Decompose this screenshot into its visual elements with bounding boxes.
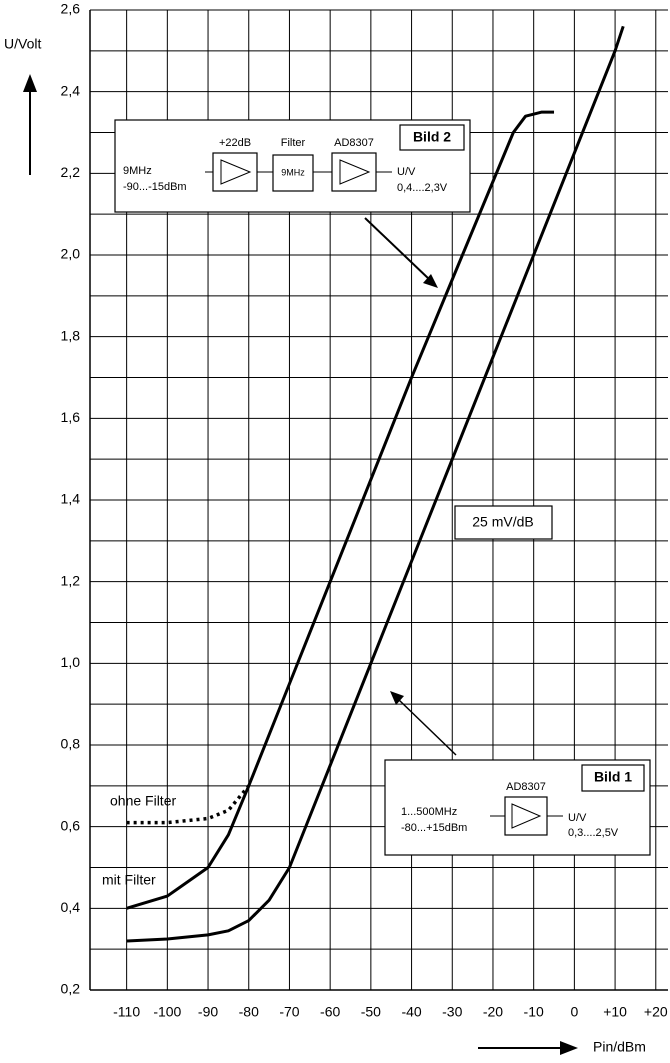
pointer-head — [423, 274, 438, 288]
lines — [126, 25, 625, 943]
inset-chip: AD8307 — [506, 781, 546, 793]
inset-filter-label: Filter — [281, 137, 306, 149]
amp-symbol — [220, 159, 252, 185]
x-tick-label: -20 — [483, 1004, 503, 1020]
y-tick-label: 2,0 — [61, 246, 81, 262]
y-arrow-head — [23, 74, 37, 92]
x-tick-label: -40 — [401, 1004, 421, 1020]
y-tick-label: 2,2 — [61, 164, 81, 180]
amp-symbol — [511, 803, 542, 829]
x-tick-label: 0 — [570, 1004, 578, 1020]
y-axis-label: U/Volt — [4, 36, 41, 52]
inset-bild-1: Bild 1 1...500MHz -80...+15dBm AD8307 U/… — [384, 759, 651, 856]
y-tick-label: 0,4 — [61, 899, 81, 915]
inset-gain: +22dB — [219, 137, 251, 149]
inset-output: 0,4....2,3V — [397, 182, 448, 194]
y-tick-label: 1,2 — [61, 572, 81, 588]
inset-filter-text: 9MHz — [281, 167, 305, 177]
y-tick-label: 1,8 — [61, 327, 81, 343]
inset-output: U/V — [397, 166, 416, 178]
inset-output: 0,3....2,5V — [568, 827, 619, 839]
inset-input: -80...+15dBm — [401, 822, 467, 834]
x-tick-label: +10 — [603, 1004, 627, 1020]
x-arrow-head — [560, 1041, 578, 1055]
x-tick-label: +20 — [644, 1004, 668, 1020]
x-axis-label: Pin/dBm — [593, 1039, 646, 1055]
y-tick-label: 0,2 — [61, 981, 81, 997]
y-tick-label: 1,0 — [61, 654, 81, 670]
x-tick-label: -50 — [361, 1004, 381, 1020]
pointer — [397, 698, 457, 756]
y-tick-label: 0,8 — [61, 736, 81, 752]
pointer-head — [390, 691, 404, 705]
y-tick-label: 1,4 — [61, 491, 81, 507]
x-tick-label: -30 — [442, 1004, 462, 1020]
annotation-box — [454, 505, 553, 540]
inset-title-box — [399, 124, 465, 151]
filter-box — [272, 154, 314, 192]
inset-input: 9MHz — [123, 165, 152, 177]
y-tick-label: 1,6 — [61, 409, 81, 425]
inset-input: -90...-15dBm — [123, 181, 187, 193]
series-label: mit Filter — [102, 872, 156, 888]
x-tick-label: -90 — [198, 1004, 218, 1020]
x-tick-label: -80 — [239, 1004, 259, 1020]
inset-title: Bild 2 — [413, 129, 451, 145]
inset-output: U/V — [568, 812, 587, 824]
y-tick-label: 2,6 — [61, 1, 81, 17]
x-tick-label: -10 — [524, 1004, 544, 1020]
inset-bild-2: Bild 2 9MHz -90...-15dBm +22dB Filter 9M… — [114, 119, 471, 213]
inset-input: 1...500MHz — [401, 806, 457, 818]
inset-title: Bild 1 — [594, 769, 632, 785]
series-line — [126, 110, 555, 910]
y-tick-label: 2,4 — [61, 82, 81, 98]
x-tick-label: -60 — [320, 1004, 340, 1020]
x-tick-label: -110 — [113, 1004, 140, 1020]
x-tick-label: -70 — [279, 1004, 299, 1020]
series-label: ohne Filter — [110, 793, 176, 809]
inset-chip: AD8307 — [334, 137, 374, 149]
series-line — [126, 784, 251, 825]
amp-symbol — [339, 159, 371, 185]
inset-title-box — [581, 764, 645, 792]
series-line — [126, 25, 625, 943]
y-tick-label: 0,6 — [61, 817, 81, 833]
annotation: 25 mV/dB — [472, 514, 533, 530]
pointer — [364, 217, 431, 281]
x-tick-label: -100 — [153, 1004, 181, 1020]
